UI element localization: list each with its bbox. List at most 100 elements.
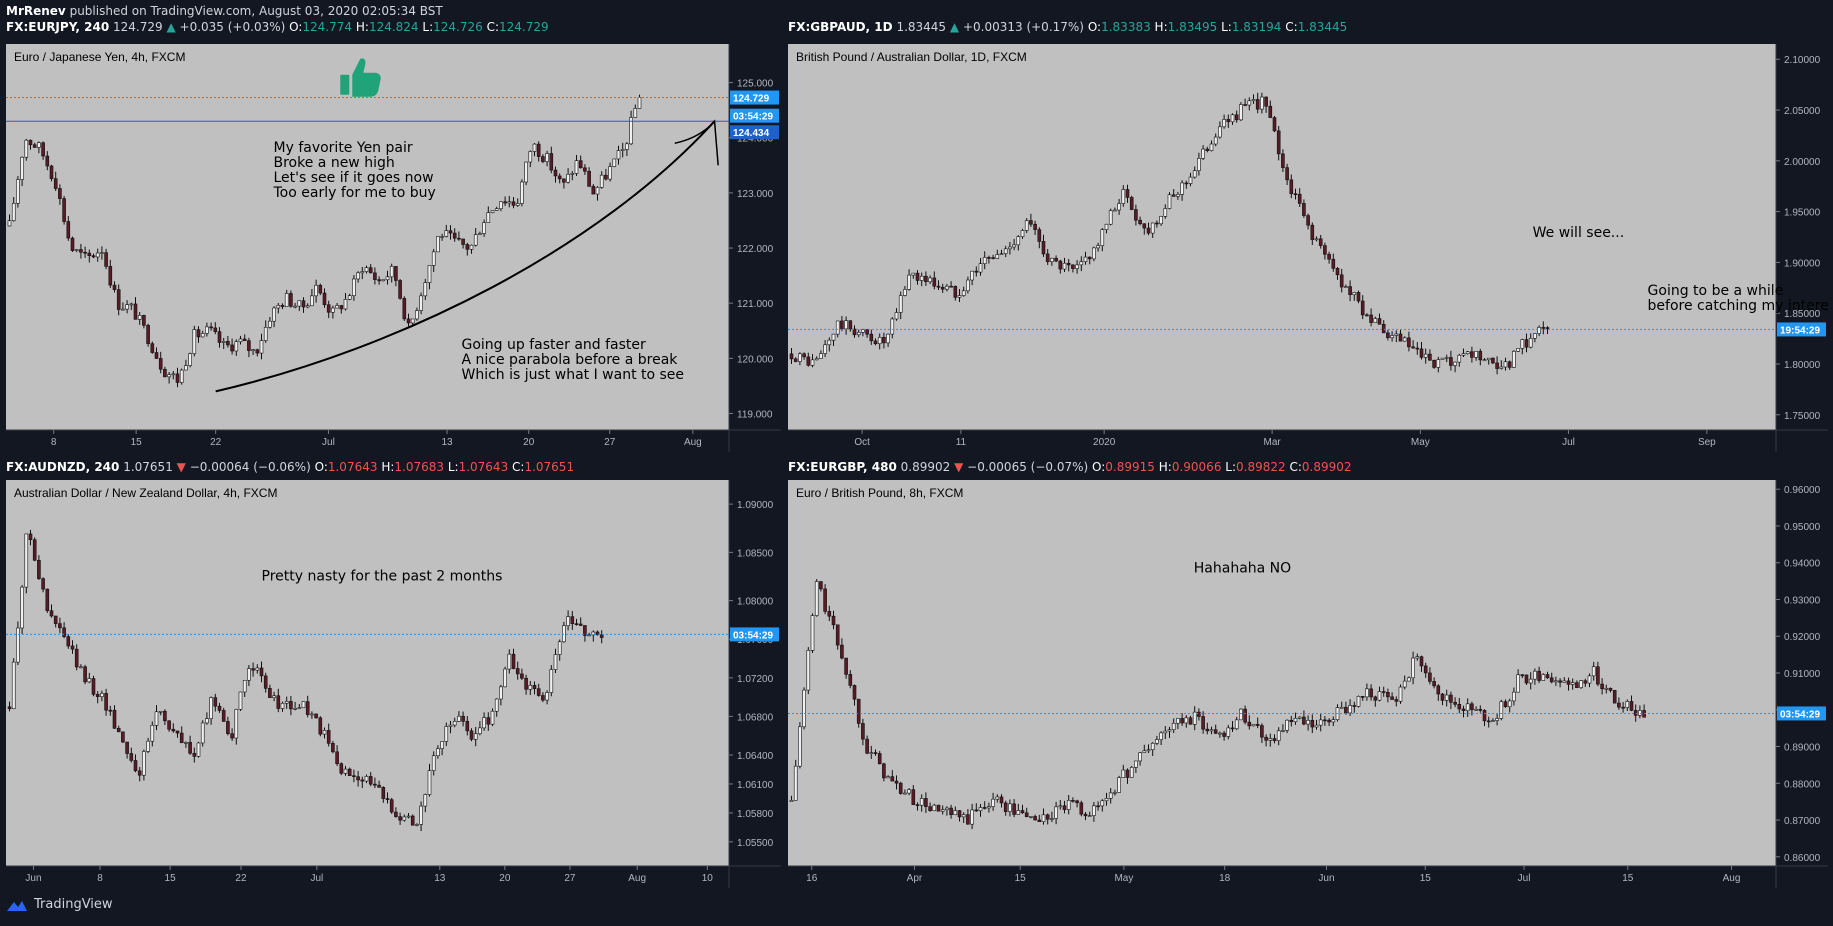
- candle: [1045, 253, 1050, 262]
- candle: [49, 165, 54, 179]
- x-tick-label: 18: [1219, 873, 1231, 884]
- candle: [953, 286, 958, 298]
- arrow-annotation[interactable]: [674, 119, 719, 166]
- candle: [1054, 257, 1058, 262]
- candle: [553, 654, 558, 670]
- ticker-last-price: 0.89902: [900, 460, 951, 474]
- candle: [310, 713, 314, 716]
- candle: [936, 804, 941, 812]
- candle: [32, 539, 37, 561]
- candle: [1407, 337, 1411, 348]
- ticker-ohlc-label: L:: [1221, 20, 1232, 34]
- candle: [121, 308, 125, 311]
- candle: [419, 805, 423, 825]
- candle: [1255, 99, 1260, 110]
- candle: [999, 796, 1004, 804]
- candle: [1306, 719, 1310, 725]
- candle: [945, 807, 949, 810]
- candle: [95, 252, 100, 258]
- candle: [352, 775, 356, 777]
- candle: [444, 230, 449, 237]
- candle: [861, 329, 865, 333]
- plot-area[interactable]: [6, 480, 729, 866]
- ticker-ohlc-o: 1.83383: [1101, 20, 1151, 34]
- candle: [873, 340, 878, 345]
- x-tick-label: 2020: [1093, 437, 1116, 448]
- ticker-ohlc-h: 0.90066: [1171, 460, 1222, 474]
- tradingview-footer[interactable]: TradingView: [6, 897, 113, 912]
- plot-area[interactable]: [788, 44, 1776, 430]
- candle: [903, 289, 907, 296]
- parabola-trendline[interactable]: [215, 120, 716, 393]
- plot-area[interactable]: [6, 44, 729, 430]
- candle: [961, 814, 966, 818]
- candle: [1381, 691, 1386, 693]
- candle: [461, 715, 465, 722]
- candle: [452, 721, 457, 726]
- candle: [1205, 728, 1210, 732]
- candle: [415, 310, 419, 320]
- candle: [629, 117, 633, 145]
- chart-panel-gbpaud[interactable]: British Pound / Australian Dollar, 1D, F…: [788, 44, 1828, 452]
- candle: [1545, 674, 1550, 679]
- candle: [1050, 257, 1054, 262]
- candle: [368, 776, 373, 785]
- candle: [1629, 701, 1634, 711]
- author-name[interactable]: MrRenev: [6, 4, 66, 18]
- candle: [1419, 656, 1424, 667]
- candle: [970, 270, 974, 281]
- candle: [427, 770, 432, 795]
- chart-panel-eurjpy[interactable]: Euro / Japanese Yen, 4h, FXCM 125.000 124.…: [6, 44, 781, 452]
- candle: [1596, 666, 1600, 685]
- candle: [995, 796, 1000, 800]
- candle: [11, 661, 16, 709]
- candle: [87, 678, 92, 683]
- x-tick-label: 16: [806, 873, 818, 884]
- candle: [1243, 708, 1247, 723]
- candle: [83, 666, 87, 683]
- candle: [431, 251, 436, 266]
- annotation-text: Let's see if it goes now: [274, 170, 434, 186]
- y-tick-label: 2.00000: [1784, 157, 1821, 168]
- chart-panel-eurgbp[interactable]: Euro / British Pound, 8h, FXCM 0.96000 0.9…: [788, 480, 1828, 888]
- candle: [137, 770, 142, 776]
- candle: [436, 748, 440, 757]
- candle: [41, 142, 45, 157]
- candle: [924, 798, 928, 807]
- candle: [251, 668, 255, 671]
- annotation-text: Going to be a while: [1648, 283, 1784, 299]
- candle: [789, 353, 794, 360]
- candle: [1516, 674, 1520, 693]
- candle: [289, 701, 293, 710]
- candle: [356, 272, 360, 280]
- candle: [810, 359, 815, 366]
- candle: [205, 326, 209, 334]
- candle: [276, 695, 281, 709]
- candle: [100, 693, 104, 697]
- candle: [511, 201, 516, 206]
- candle: [318, 284, 323, 294]
- candle: [536, 688, 541, 696]
- ticker-ohlc-label: L:: [422, 20, 434, 34]
- candle: [1020, 810, 1025, 814]
- plot-area[interactable]: [788, 480, 1776, 866]
- y-tick-label: 2.10000: [1784, 55, 1821, 66]
- ticker-symbol: FX:GBPAUD, 1D: [788, 20, 893, 34]
- candle: [1071, 800, 1075, 802]
- candle: [919, 275, 924, 281]
- chart-panel-audnzd[interactable]: Australian Dollar / New Zealand Dollar, …: [6, 480, 781, 888]
- candle: [840, 320, 844, 330]
- candle: [74, 249, 79, 251]
- candle: [213, 697, 218, 707]
- candle: [221, 710, 226, 722]
- candle: [154, 711, 159, 726]
- ticker-change: −0.00064 (−0.06%): [189, 460, 311, 474]
- candle: [423, 794, 428, 807]
- candle: [1491, 720, 1495, 722]
- candle: [289, 293, 293, 307]
- x-tick-label: Jul: [1518, 873, 1531, 884]
- candle: [7, 220, 12, 227]
- candle: [1633, 710, 1638, 716]
- candle: [549, 153, 554, 171]
- ticker-change: +0.00313 (+0.17%): [962, 20, 1084, 34]
